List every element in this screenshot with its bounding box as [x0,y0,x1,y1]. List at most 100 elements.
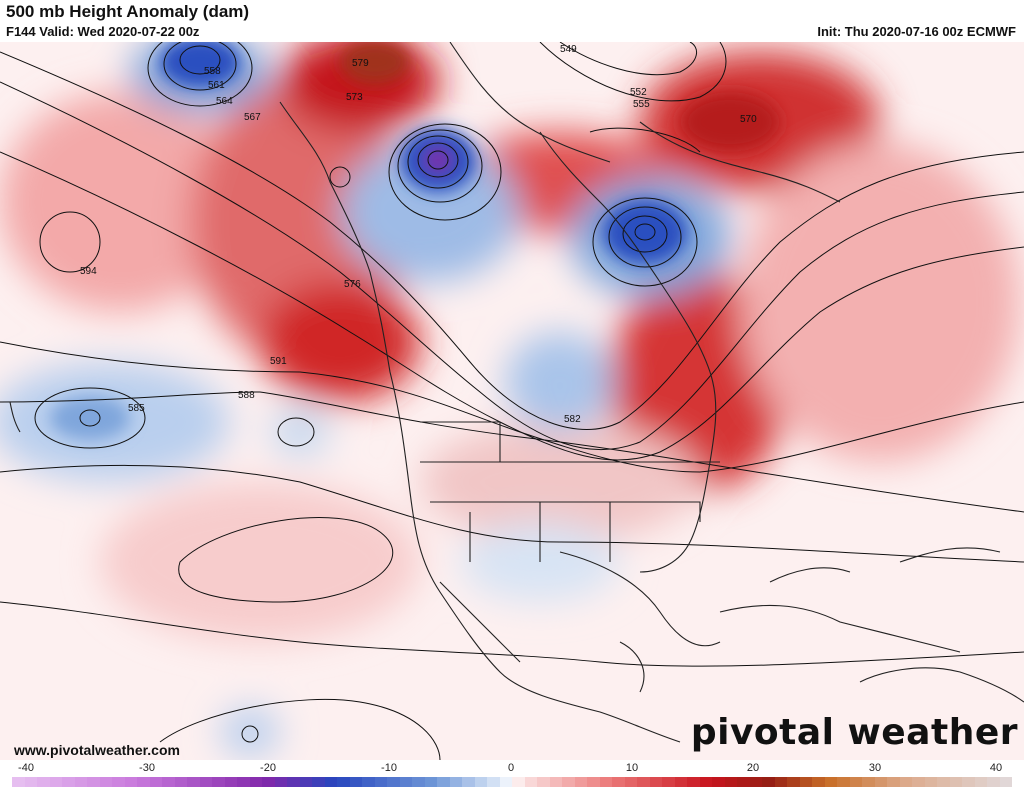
colorbar-step [724,777,737,787]
colorbar-step [374,777,387,787]
colorbar-step [162,777,175,787]
colorbar-step [349,777,362,787]
colorbar-step [612,777,625,787]
colorbar-step [574,777,587,787]
colorbar-step [712,777,725,787]
website-link[interactable]: www.pivotalweather.com [14,742,180,758]
colorbar-step [112,777,125,787]
colorbar-step [599,777,612,787]
colorbar-step [824,777,837,787]
colorbar-step [687,777,700,787]
contour-label: 573 [346,92,363,103]
contour-label: 570 [740,114,757,125]
contour-label-group: 549 552 555 558 561 564 567 570 573 576 … [80,44,757,425]
colorbar-step [137,777,150,787]
colorbar-step [999,777,1012,787]
colorbar-step [937,777,950,787]
contour-label: 558 [204,66,221,77]
colorbar-step [449,777,462,787]
colorbar-step [424,777,437,787]
colorbar-step [962,777,975,787]
colorbar-step [587,777,600,787]
colorbar-step [187,777,200,787]
colorbar-step [174,777,187,787]
colorbar-step [12,777,25,787]
contour-label: 555 [633,99,650,110]
contour-label: 561 [208,80,225,91]
colorbar-step [287,777,300,787]
colorbar-step [649,777,662,787]
contour-label: 591 [270,356,287,367]
colorbar-step [237,777,250,787]
colorbar-step [49,777,62,787]
pivotal-weather-logo: pivotal weather [690,712,1018,753]
contour-label: 585 [128,403,145,414]
contour-label: 552 [630,87,647,98]
colorbar-step [199,777,212,787]
colorbar-step [524,777,537,787]
contour-label: 549 [560,44,577,55]
legend-tick: 10 [625,762,639,774]
contour-label: 567 [244,112,261,123]
contour-label: 576 [344,279,361,290]
legend-tick: 30 [868,762,882,774]
colorbar-step [987,777,1000,787]
colorbar-step [749,777,762,787]
colorbar-step [974,777,987,787]
colorbar [12,777,1012,787]
colorbar-step [249,777,262,787]
colorbar-step [624,777,637,787]
colorbar-step [787,777,800,787]
colorbar-step [62,777,75,787]
coastlines [9,42,1024,743]
colorbar-step [674,777,687,787]
colorbar-step [87,777,100,787]
colorbar-step [487,777,500,787]
colorbar-step [312,777,325,787]
colorbar-step [499,777,512,787]
colorbar-step [362,777,375,787]
colorbar-step [387,777,400,787]
legend-tick: 0 [507,762,515,774]
legend-tick: -30 [139,762,155,774]
colorbar-step [699,777,712,787]
colorbar-step [549,777,562,787]
contour-label: 588 [238,390,255,401]
colorbar-step [899,777,912,787]
colorbar-step [274,777,287,787]
colorbar-step [912,777,925,787]
colorbar-step [99,777,112,787]
colorbar-step [799,777,812,787]
contour-label: 594 [80,266,97,277]
colorbar-step [337,777,350,787]
colorbar-step [212,777,225,787]
legend-tick: -40 [18,762,34,774]
colorbar-step [874,777,887,787]
legend-tick: -10 [381,762,397,774]
colorbar-step [124,777,137,787]
contour-label: 582 [564,414,581,425]
legend-tick: 40 [989,762,1003,774]
colorbar-step [324,777,337,787]
color-legend: -40 -30 -20 -10 0 10 20 30 40 [0,760,1024,791]
legend-tick: -20 [260,762,276,774]
map-title: 500 mb Height Anomaly (dam) [6,2,250,21]
valid-time: F144 Valid: Wed 2020-07-22 00z [6,24,200,39]
colorbar-step [24,777,37,787]
colorbar-step [762,777,775,787]
map-header: 500 mb Height Anomaly (dam) F144 Valid: … [0,0,1024,42]
colorbar-step [924,777,937,787]
colorbar-step [412,777,425,787]
colorbar-step [37,777,50,787]
colorbar-step [562,777,575,787]
colorbar-step [149,777,162,787]
contour-label: 579 [352,58,369,69]
height-contours [0,42,1024,760]
map-canvas: 549 552 555 558 561 564 567 570 573 576 … [0,42,1024,760]
colorbar-step [224,777,237,787]
colorbar-step [849,777,862,787]
colorbar-step [262,777,275,787]
colorbar-step [74,777,87,787]
colorbar-step [949,777,962,787]
colorbar-step [637,777,650,787]
